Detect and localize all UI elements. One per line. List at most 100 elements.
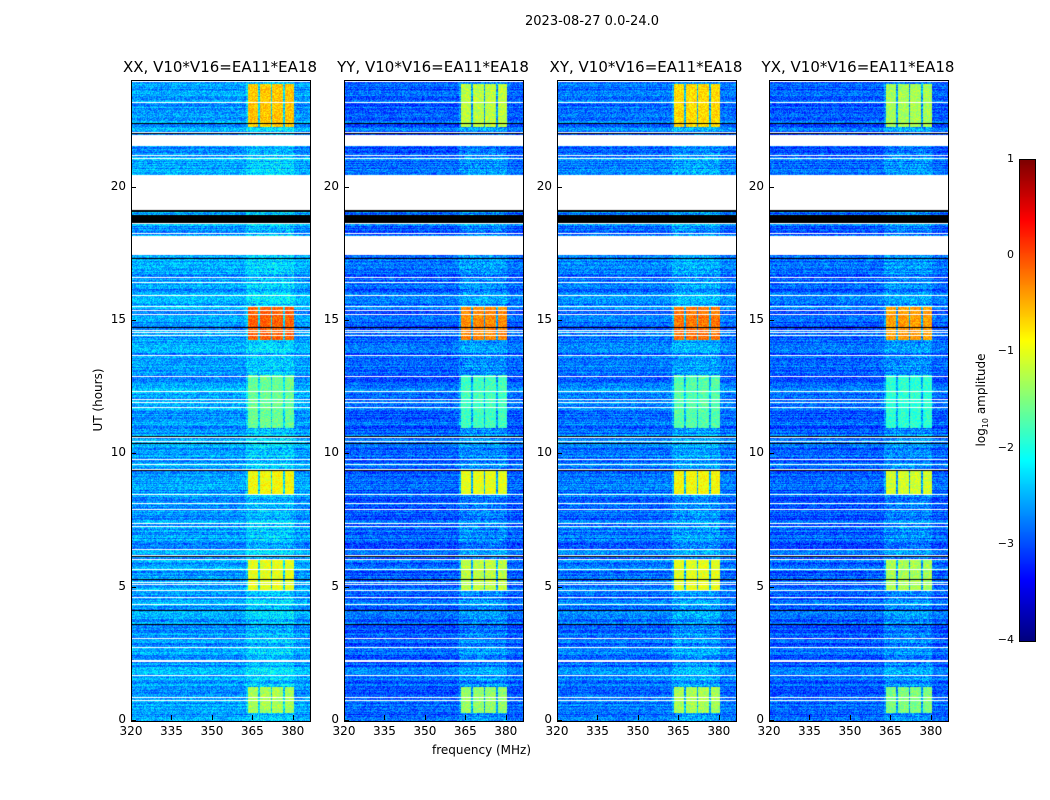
x-tick bbox=[557, 715, 558, 720]
y-tick bbox=[557, 320, 562, 321]
y-tick bbox=[131, 720, 136, 721]
y-tick-label: 20 bbox=[323, 178, 339, 193]
y-tick bbox=[769, 320, 774, 321]
y-tick-label: 0 bbox=[331, 712, 339, 726]
x-tick-label: 350 bbox=[626, 724, 650, 738]
x-tick-label: 335 bbox=[160, 724, 183, 738]
colorbar-tick-label: −1 bbox=[997, 344, 1014, 358]
x-tick bbox=[292, 715, 294, 720]
y-tick bbox=[131, 186, 136, 188]
x-tick-label: 320 bbox=[119, 724, 143, 738]
y-tick-label: 15 bbox=[110, 312, 126, 326]
x-tick bbox=[718, 715, 720, 720]
colorbar-tick-label: 1 bbox=[1007, 152, 1014, 165]
y-tick bbox=[769, 586, 774, 588]
x-tick bbox=[344, 715, 345, 720]
heatmap-panel bbox=[131, 80, 311, 722]
x-tick-label: 320 bbox=[332, 724, 356, 738]
x-tick bbox=[597, 715, 599, 720]
y-axis-label: UT (hours) bbox=[91, 368, 105, 432]
y-tick bbox=[131, 586, 136, 588]
y-tick bbox=[557, 586, 562, 588]
x-tick-label: 320 bbox=[757, 724, 781, 738]
y-tick bbox=[344, 186, 349, 188]
x-tick-label: 365 bbox=[240, 724, 264, 738]
y-tick bbox=[131, 320, 136, 321]
y-tick-label: 15 bbox=[536, 312, 552, 326]
x-tick bbox=[505, 715, 507, 720]
y-tick-label: 15 bbox=[323, 312, 339, 326]
y-tick bbox=[344, 320, 349, 321]
x-tick bbox=[211, 715, 213, 720]
x-tick bbox=[930, 715, 932, 720]
x-tick-label: 350 bbox=[413, 724, 437, 738]
colorbar-tick-label: −3 bbox=[997, 536, 1014, 550]
y-tick bbox=[769, 453, 774, 455]
y-tick-label: 15 bbox=[748, 312, 764, 326]
y-tick-label: 5 bbox=[756, 578, 764, 593]
colorbar-tick-label: 0 bbox=[1007, 248, 1014, 262]
x-tick-label: 380 bbox=[494, 724, 518, 738]
x-tick bbox=[424, 715, 426, 720]
x-tick bbox=[890, 715, 892, 720]
x-tick-label: 380 bbox=[281, 724, 305, 738]
y-tick-label: 0 bbox=[544, 712, 552, 726]
heatmap-panel bbox=[557, 80, 737, 722]
x-tick-label: 320 bbox=[545, 724, 569, 738]
colorbar bbox=[1019, 159, 1036, 642]
x-tick-label: 335 bbox=[586, 724, 609, 738]
heatmap-panel bbox=[344, 80, 524, 722]
y-tick-label: 5 bbox=[331, 578, 339, 593]
y-tick bbox=[769, 186, 774, 188]
x-tick bbox=[809, 715, 811, 720]
x-tick-label: 365 bbox=[878, 724, 902, 738]
y-tick bbox=[344, 453, 349, 455]
colorbar-tick-label: −4 bbox=[997, 633, 1014, 646]
y-tick-label: 20 bbox=[748, 178, 764, 193]
colorbar-label: log10 amplitude bbox=[974, 354, 990, 447]
y-tick bbox=[557, 720, 562, 721]
y-tick bbox=[344, 586, 349, 588]
x-tick-label: 365 bbox=[453, 724, 477, 738]
x-tick bbox=[769, 715, 770, 720]
x-tick-label: 380 bbox=[919, 724, 943, 738]
y-tick bbox=[344, 720, 349, 721]
x-tick bbox=[131, 715, 132, 720]
x-tick bbox=[465, 715, 467, 720]
x-tick-label: 380 bbox=[707, 724, 731, 738]
panel-title: XX, V10*V16=EA11*EA18 bbox=[122, 58, 318, 76]
colorbar-label-sub: 10 bbox=[981, 417, 991, 429]
y-tick-label: 5 bbox=[544, 578, 552, 593]
x-tick bbox=[252, 715, 254, 720]
x-tick-label: 350 bbox=[838, 724, 862, 738]
y-tick-label: 0 bbox=[756, 712, 764, 726]
y-tick bbox=[557, 186, 562, 188]
x-axis-label: frequency (MHz) bbox=[432, 743, 532, 757]
y-tick-label: 10 bbox=[748, 445, 764, 460]
y-tick-label: 5 bbox=[118, 578, 126, 593]
y-tick-label: 20 bbox=[110, 178, 126, 193]
y-tick-label: 10 bbox=[110, 445, 126, 460]
y-tick-label: 10 bbox=[323, 445, 339, 460]
colorbar-label-log: log bbox=[973, 428, 988, 447]
y-tick-label: 0 bbox=[118, 712, 126, 726]
x-tick-label: 335 bbox=[798, 724, 821, 738]
heatmap-panel bbox=[769, 80, 949, 722]
x-tick bbox=[384, 715, 386, 720]
colorbar-tick-label: −2 bbox=[997, 440, 1014, 454]
y-tick bbox=[769, 720, 774, 721]
panel-title: YX, V10*V16=EA11*EA18 bbox=[761, 58, 955, 76]
figure-title: 2023-08-27 0.0-24.0 bbox=[525, 14, 659, 29]
x-tick-label: 335 bbox=[373, 724, 396, 738]
x-tick bbox=[678, 715, 680, 720]
x-tick bbox=[637, 715, 639, 720]
y-tick bbox=[131, 453, 136, 455]
x-tick bbox=[849, 715, 851, 720]
x-tick bbox=[171, 715, 173, 720]
panel-title: YY, V10*V16=EA11*EA18 bbox=[337, 58, 529, 76]
y-tick-label: 10 bbox=[536, 445, 552, 460]
colorbar-label-rest: amplitude bbox=[973, 353, 988, 418]
x-tick-label: 350 bbox=[200, 724, 224, 738]
y-tick bbox=[557, 453, 562, 455]
